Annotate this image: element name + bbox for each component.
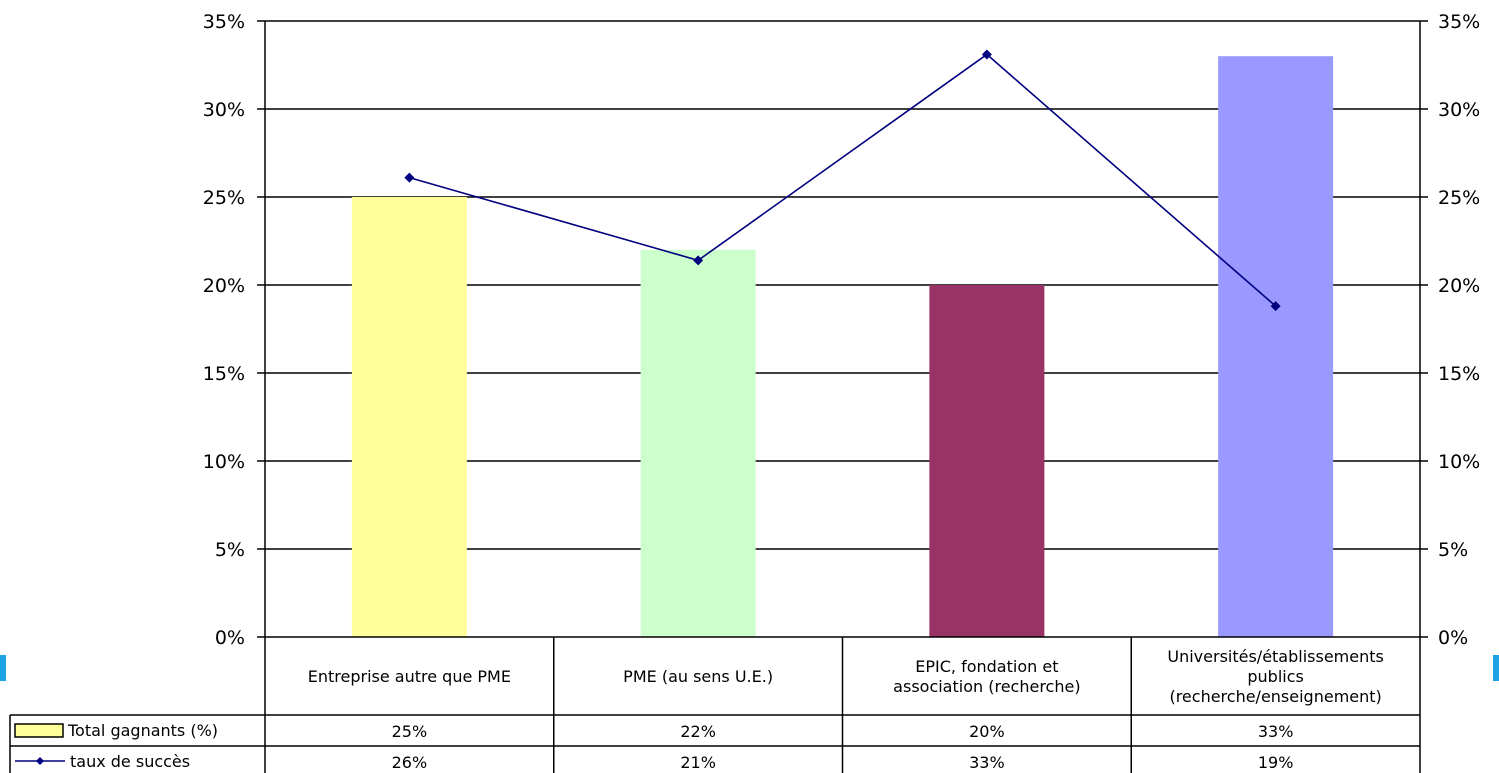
- line-value-label: 19%: [1258, 753, 1294, 772]
- y-tick-label: 35%: [203, 11, 245, 33]
- category-label: Entreprise autre que PME: [308, 667, 511, 686]
- bar-value-label: 33%: [1258, 722, 1294, 741]
- y-tick-label: 5%: [215, 539, 245, 561]
- right-edge-marker: [1493, 655, 1499, 681]
- y2-tick-label: 30%: [1438, 99, 1480, 121]
- y2-tick-label: 10%: [1438, 451, 1480, 473]
- category-label: EPIC, fondation et: [915, 657, 1058, 676]
- y2-tick-label: 0%: [1438, 627, 1468, 649]
- bar-value-label: 25%: [392, 722, 428, 741]
- category-label: PME (au sens U.E.): [623, 667, 773, 686]
- bar: [1218, 56, 1334, 637]
- y-tick-label: 0%: [215, 627, 245, 649]
- left-edge-marker: [0, 655, 6, 681]
- bar-value-label: 20%: [969, 722, 1005, 741]
- category-label: publics: [1247, 667, 1303, 686]
- y-tick-label: 30%: [203, 99, 245, 121]
- bar: [929, 285, 1045, 637]
- legend-line-label: taux de succès: [70, 752, 190, 771]
- line-series: [404, 49, 1281, 312]
- bar-series: [351, 56, 1334, 638]
- y-tick-label: 15%: [203, 363, 245, 385]
- line-point: [1270, 301, 1281, 312]
- y-tick-label: 10%: [203, 451, 245, 473]
- legend-line-marker: [36, 757, 44, 765]
- line-value-label: 26%: [392, 753, 428, 772]
- series-line: [409, 53, 1277, 307]
- legend-bar-swatch: [14, 723, 64, 738]
- data-table: Entreprise autre que PME PME (au sens U.E…: [9, 637, 1421, 773]
- y-tick-label: 25%: [203, 187, 245, 209]
- y2-tick-label: 35%: [1438, 11, 1480, 33]
- category-label: Universités/établissements: [1167, 647, 1383, 666]
- line-point: [981, 49, 992, 60]
- category-label: association (recherche): [893, 677, 1080, 696]
- bar: [351, 197, 467, 637]
- axes: 0% 0% 5% 5% 10% 10% 15% 15% 20% 20% 25% 25% 30% 30% 35…: [203, 11, 1480, 649]
- line-point: [404, 172, 415, 183]
- line-point: [693, 255, 704, 266]
- legend-bar-label: Total gagnants (%): [67, 721, 218, 740]
- bar: [640, 249, 756, 638]
- line-value-label: 21%: [680, 753, 716, 772]
- y2-tick-label: 15%: [1438, 363, 1480, 385]
- line-value-label: 33%: [969, 753, 1005, 772]
- bar-value-label: 22%: [680, 722, 716, 741]
- y2-tick-label: 25%: [1438, 187, 1480, 209]
- category-label: (recherche/enseignement): [1169, 687, 1381, 706]
- y-tick-label: 20%: [203, 275, 245, 297]
- y2-tick-label: 5%: [1438, 539, 1468, 561]
- y2-tick-label: 20%: [1438, 275, 1480, 297]
